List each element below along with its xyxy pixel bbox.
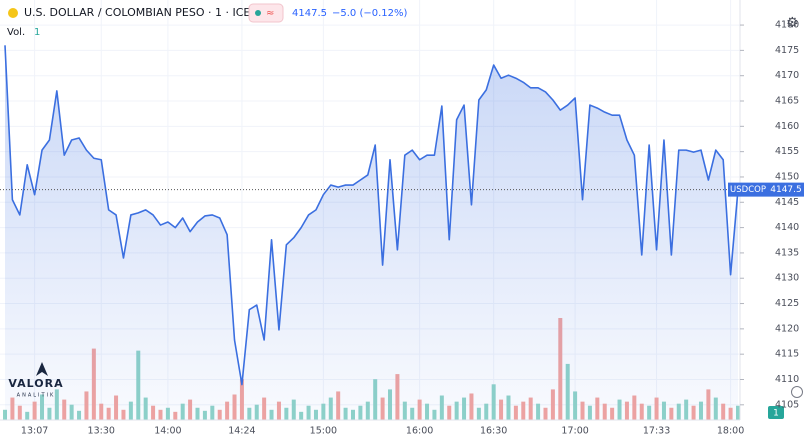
- logo-mark: [36, 362, 48, 376]
- volume-badge: [768, 406, 784, 419]
- price-change: −5.0 (−0.12%): [332, 8, 408, 19]
- volume-value: 1: [34, 27, 40, 38]
- y-tick-label: 4175: [775, 45, 799, 56]
- x-tick-label: 15:00: [310, 426, 337, 437]
- x-tick-label: 16:30: [480, 426, 507, 437]
- x-tick-label: 14:24: [228, 426, 255, 437]
- x-tick-label: 14:00: [154, 426, 181, 437]
- flag-icon: [8, 8, 18, 18]
- status-badge: [248, 3, 284, 23]
- symbol-tag-text: USDCOP: [730, 185, 766, 195]
- y-tick-label: 4130: [775, 273, 799, 284]
- y-tick-label: 4105: [775, 399, 799, 410]
- settings-icon[interactable]: ⚙: [786, 15, 799, 31]
- y-tick-label: 4120: [775, 323, 799, 334]
- logo-text: VALORA: [8, 377, 63, 390]
- status-icon: ≈: [266, 8, 274, 19]
- volume-label: Vol.: [7, 27, 25, 38]
- y-tick-label: 4155: [775, 146, 799, 157]
- last-price: 4147.5: [292, 8, 327, 19]
- y-tick-label: 4135: [775, 247, 799, 258]
- y-tick-label: 4150: [775, 171, 799, 182]
- x-tick-label: 16:00: [406, 426, 433, 437]
- settings-icon[interactable]: [791, 386, 803, 398]
- volume-badge-text: 1: [773, 409, 779, 419]
- y-tick-label: 4165: [775, 96, 799, 107]
- price-line: [4, 45, 739, 386]
- status-dot: [255, 10, 261, 16]
- symbol-tag: [728, 182, 768, 197]
- price-tag-text: 4147.5: [770, 185, 802, 195]
- y-tick-label: 4125: [775, 298, 799, 309]
- x-tick-label: 17:33: [643, 426, 670, 437]
- price-area: [5, 45, 738, 420]
- y-tick-label: 4170: [775, 70, 799, 81]
- y-tick-label: 4145: [775, 197, 799, 208]
- y-tick-label: 4180: [775, 20, 799, 31]
- price-layer: [4, 45, 739, 420]
- y-tick-label: 4110: [775, 374, 799, 385]
- x-tick-label: 17:00: [561, 426, 588, 437]
- x-tick-label: 18:00: [717, 426, 744, 437]
- x-tick-label: 13:30: [88, 426, 115, 437]
- y-tick-label: 4160: [775, 121, 799, 132]
- y-tick-label: 4140: [775, 222, 799, 233]
- logo-subtext: ANALITIK: [17, 393, 56, 399]
- chart-title: U.S. DOLLAR / COLOMBIAN PESO · 1 · ICE: [24, 6, 250, 19]
- price-tag: [768, 182, 804, 197]
- x-tick-label: 13:07: [21, 426, 48, 437]
- y-tick-label: 4115: [775, 349, 799, 360]
